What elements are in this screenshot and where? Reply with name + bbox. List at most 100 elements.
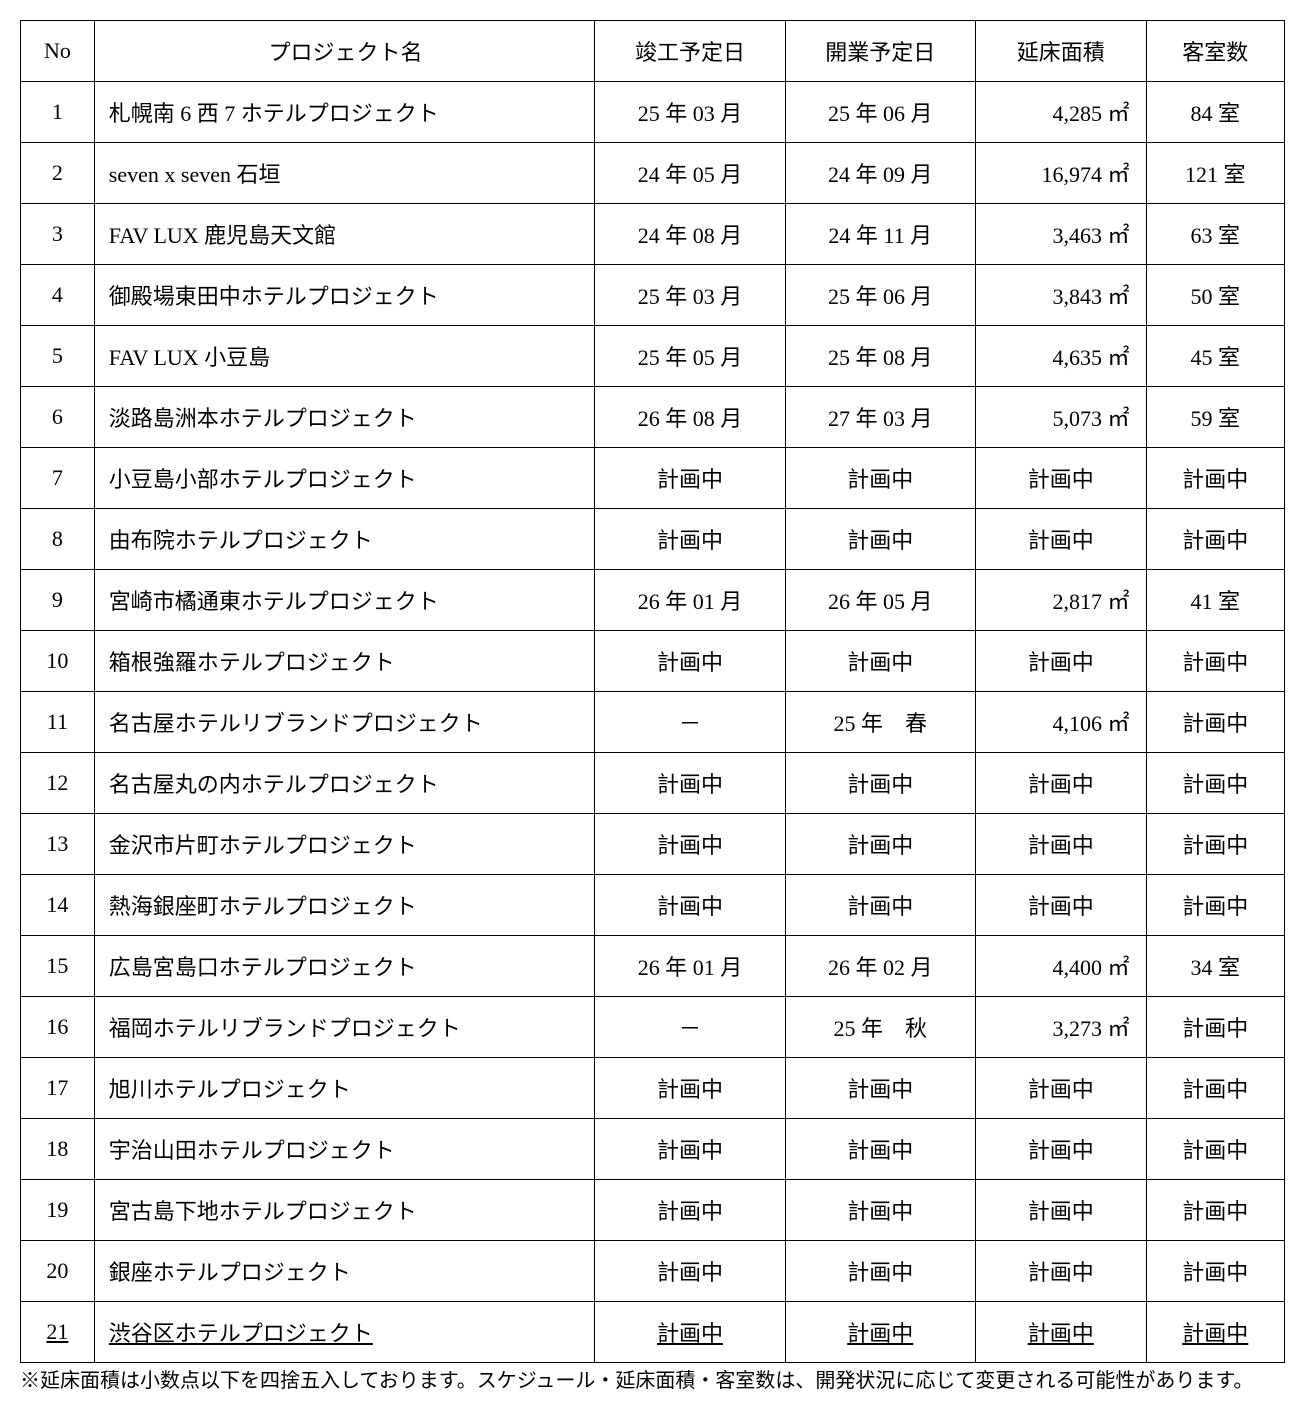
cell-area: 4,106 ㎡ (975, 692, 1146, 753)
cell-opening: 計画中 (785, 1302, 975, 1363)
cell-rooms: 84 室 (1146, 82, 1284, 143)
cell-area: 3,273 ㎡ (975, 997, 1146, 1058)
cell-name: 金沢市片町ホテルプロジェクト (94, 814, 595, 875)
cell-opening: 計画中 (785, 1241, 975, 1302)
table-row: 16福岡ホテルリブランドプロジェクト－25 年 秋3,273 ㎡計画中 (21, 997, 1285, 1058)
cell-completion: 25 年 03 月 (595, 265, 785, 326)
cell-rooms: 計画中 (1146, 1302, 1284, 1363)
cell-area: 計画中 (975, 1302, 1146, 1363)
table-row: 20銀座ホテルプロジェクト計画中計画中計画中計画中 (21, 1241, 1285, 1302)
cell-no: 12 (21, 753, 95, 814)
table-header: No プロジェクト名 竣工予定日 開業予定日 延床面積 客室数 (21, 21, 1285, 82)
cell-name: 名古屋ホテルリブランドプロジェクト (94, 692, 595, 753)
cell-completion: 計画中 (595, 753, 785, 814)
cell-name: 小豆島小部ホテルプロジェクト (94, 448, 595, 509)
cell-no: 15 (21, 936, 95, 997)
cell-opening: 計画中 (785, 1119, 975, 1180)
cell-opening: 計画中 (785, 1058, 975, 1119)
cell-opening: 計画中 (785, 753, 975, 814)
cell-completion: 計画中 (595, 814, 785, 875)
cell-area: 3,843 ㎡ (975, 265, 1146, 326)
header-no: No (21, 21, 95, 82)
cell-rooms: 計画中 (1146, 692, 1284, 753)
cell-rooms: 計画中 (1146, 1058, 1284, 1119)
cell-no: 9 (21, 570, 95, 631)
header-row: No プロジェクト名 竣工予定日 開業予定日 延床面積 客室数 (21, 21, 1285, 82)
cell-rooms: 計画中 (1146, 509, 1284, 570)
cell-completion: 計画中 (595, 1302, 785, 1363)
cell-rooms: 計画中 (1146, 448, 1284, 509)
cell-rooms: 121 室 (1146, 143, 1284, 204)
cell-completion: 計画中 (595, 1180, 785, 1241)
cell-completion: 26 年 01 月 (595, 936, 785, 997)
cell-opening: 計画中 (785, 631, 975, 692)
cell-area: 計画中 (975, 875, 1146, 936)
cell-opening: 25 年 06 月 (785, 265, 975, 326)
cell-completion: 24 年 05 月 (595, 143, 785, 204)
cell-area: 計画中 (975, 1241, 1146, 1302)
header-completion: 竣工予定日 (595, 21, 785, 82)
table-row: 3FAV LUX 鹿児島天文館24 年 08 月24 年 11 月3,463 ㎡… (21, 204, 1285, 265)
cell-completion: 計画中 (595, 1119, 785, 1180)
cell-area: 計画中 (975, 753, 1146, 814)
cell-area: 計画中 (975, 448, 1146, 509)
cell-no: 20 (21, 1241, 95, 1302)
cell-area: 計画中 (975, 509, 1146, 570)
cell-rooms: 計画中 (1146, 1241, 1284, 1302)
cell-rooms: 59 室 (1146, 387, 1284, 448)
cell-completion: 計画中 (595, 448, 785, 509)
cell-rooms: 34 室 (1146, 936, 1284, 997)
cell-rooms: 計画中 (1146, 631, 1284, 692)
cell-opening: 計画中 (785, 1180, 975, 1241)
cell-rooms: 計画中 (1146, 875, 1284, 936)
cell-rooms: 計画中 (1146, 997, 1284, 1058)
cell-no: 11 (21, 692, 95, 753)
cell-name: 名古屋丸の内ホテルプロジェクト (94, 753, 595, 814)
cell-rooms: 計画中 (1146, 814, 1284, 875)
cell-completion: 計画中 (595, 1241, 785, 1302)
table-row: 19宮古島下地ホテルプロジェクト計画中計画中計画中計画中 (21, 1180, 1285, 1241)
cell-completion: 26 年 01 月 (595, 570, 785, 631)
cell-area: 計画中 (975, 631, 1146, 692)
table-row: 21渋谷区ホテルプロジェクト計画中計画中計画中計画中 (21, 1302, 1285, 1363)
cell-opening: 計画中 (785, 448, 975, 509)
cell-name: 札幌南 6 西 7 ホテルプロジェクト (94, 82, 595, 143)
table-row: 10箱根強羅ホテルプロジェクト計画中計画中計画中計画中 (21, 631, 1285, 692)
cell-no: 16 (21, 997, 95, 1058)
cell-area: 4,635 ㎡ (975, 326, 1146, 387)
cell-opening: 26 年 05 月 (785, 570, 975, 631)
cell-rooms: 計画中 (1146, 1180, 1284, 1241)
table-row: 9宮崎市橘通東ホテルプロジェクト26 年 01 月26 年 05 月2,817 … (21, 570, 1285, 631)
cell-no: 21 (21, 1302, 95, 1363)
table-row: 2seven x seven 石垣24 年 05 月24 年 09 月16,97… (21, 143, 1285, 204)
cell-name: seven x seven 石垣 (94, 143, 595, 204)
cell-completion: 計画中 (595, 1058, 785, 1119)
cell-no: 17 (21, 1058, 95, 1119)
cell-name: FAV LUX 小豆島 (94, 326, 595, 387)
cell-no: 8 (21, 509, 95, 570)
cell-opening: 24 年 11 月 (785, 204, 975, 265)
cell-name: 宮崎市橘通東ホテルプロジェクト (94, 570, 595, 631)
table-row: 4御殿場東田中ホテルプロジェクト25 年 03 月25 年 06 月3,843 … (21, 265, 1285, 326)
table-body: 1札幌南 6 西 7 ホテルプロジェクト25 年 03 月25 年 06 月4,… (21, 82, 1285, 1363)
projects-table: No プロジェクト名 竣工予定日 開業予定日 延床面積 客室数 1札幌南 6 西… (20, 20, 1285, 1363)
header-name: プロジェクト名 (94, 21, 595, 82)
cell-completion: 計画中 (595, 875, 785, 936)
cell-no: 13 (21, 814, 95, 875)
table-row: 13金沢市片町ホテルプロジェクト計画中計画中計画中計画中 (21, 814, 1285, 875)
cell-opening: 25 年 秋 (785, 997, 975, 1058)
cell-name: 宮古島下地ホテルプロジェクト (94, 1180, 595, 1241)
table-row: 6淡路島洲本ホテルプロジェクト26 年 08 月27 年 03 月5,073 ㎡… (21, 387, 1285, 448)
cell-name: 熱海銀座町ホテルプロジェクト (94, 875, 595, 936)
table-row: 11名古屋ホテルリブランドプロジェクト－25 年 春4,106 ㎡計画中 (21, 692, 1285, 753)
cell-no: 7 (21, 448, 95, 509)
cell-no: 4 (21, 265, 95, 326)
cell-no: 6 (21, 387, 95, 448)
cell-no: 3 (21, 204, 95, 265)
table-row: 18宇治山田ホテルプロジェクト計画中計画中計画中計画中 (21, 1119, 1285, 1180)
cell-name: FAV LUX 鹿児島天文館 (94, 204, 595, 265)
cell-name: 淡路島洲本ホテルプロジェクト (94, 387, 595, 448)
cell-area: 計画中 (975, 1180, 1146, 1241)
cell-opening: 計画中 (785, 875, 975, 936)
header-rooms: 客室数 (1146, 21, 1284, 82)
